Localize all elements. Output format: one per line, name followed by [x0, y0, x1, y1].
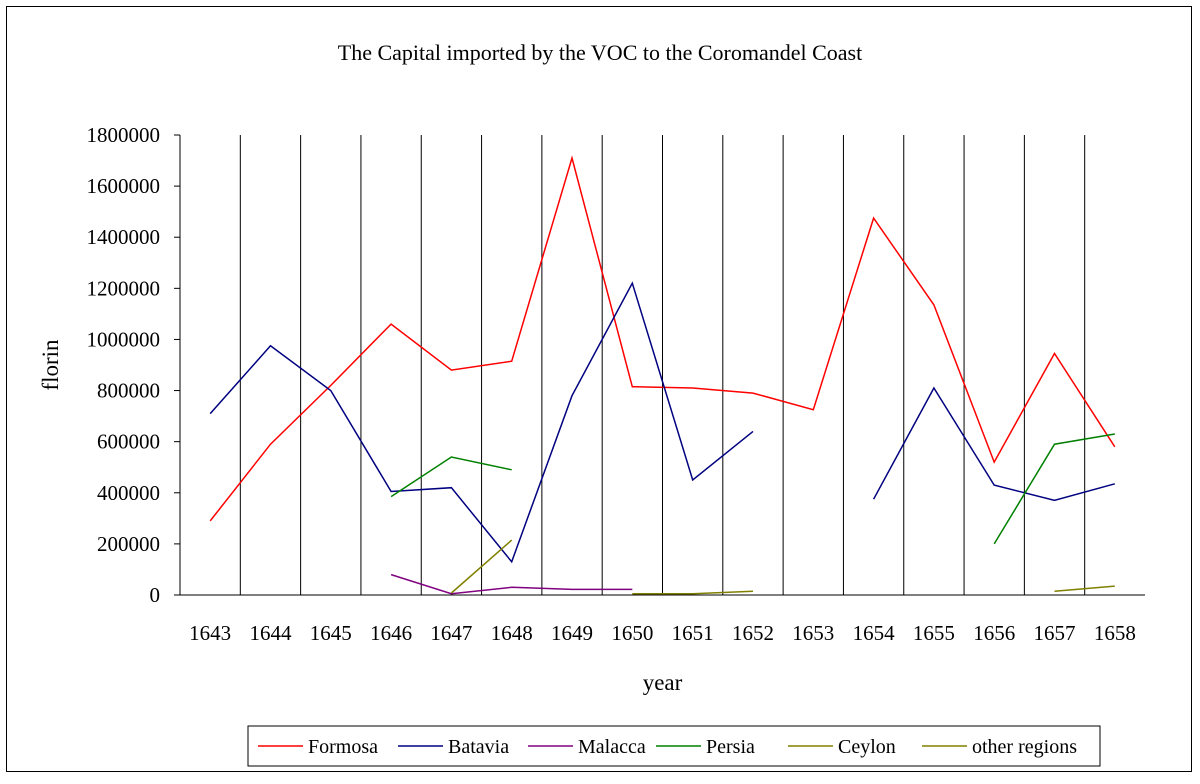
y-axis-ticks: 0 200000 400000 600000 800000 1000000 1200000 1…	[87, 123, 180, 607]
chart-title: The Capital imported by the VOC to the C…	[338, 40, 862, 65]
x-tick-label: 1657	[1034, 621, 1076, 645]
x-tick-label: 1648	[491, 621, 533, 645]
y-tick-label: 800000	[97, 379, 160, 403]
x-tick-label: 1656	[973, 621, 1015, 645]
y-tick-label: 1600000	[87, 174, 161, 198]
series-line-batavia	[872, 386, 1115, 502]
series-lines	[209, 155, 1116, 595]
x-tick-label: 1655	[913, 621, 955, 645]
x-tick-label: 1653	[792, 621, 834, 645]
vertical-gridlines	[239, 135, 1086, 595]
x-tick-label: 1643	[189, 621, 231, 645]
legend-label: Batavia	[448, 736, 509, 758]
y-tick-label: 1000000	[87, 327, 161, 351]
series-line-other-regions	[450, 539, 513, 594]
chart-frame	[6, 6, 1192, 772]
series-line-persia	[993, 433, 1115, 545]
x-tick-label: 1650	[611, 621, 653, 645]
x-tick-label: 1654	[853, 621, 896, 645]
legend: Formosa Batavia Malacca Persia Ceylon other r…	[247, 725, 1101, 767]
x-axis-ticks: 1643 1644 1645 1646 1647 1648 1649 1650 1651 1652…	[189, 621, 1136, 645]
y-tick-label: 1800000	[87, 123, 161, 147]
y-tick-label: 400000	[97, 481, 160, 505]
x-tick-label: 1645	[310, 621, 352, 645]
x-tick-label: 1658	[1094, 621, 1136, 645]
x-tick-label: 1652	[732, 621, 774, 645]
series-line-malacca	[390, 573, 633, 595]
legend-label: Formosa	[308, 736, 378, 758]
legend-label: other regions	[972, 736, 1077, 758]
y-axis-label: florin	[38, 339, 63, 391]
legend-label: Ceylon	[838, 736, 896, 758]
series-line-other-regions	[1054, 585, 1115, 592]
y-tick-label: 1400000	[87, 225, 161, 249]
legend-label: Malacca	[578, 736, 646, 758]
x-tick-label: 1651	[672, 621, 714, 645]
x-tick-label: 1647	[430, 621, 472, 645]
x-axis-label: year	[643, 670, 683, 695]
series-line-persia	[390, 456, 512, 498]
series-line-formosa	[209, 155, 1116, 522]
x-tick-label: 1644	[249, 621, 292, 645]
y-tick-label: 0	[150, 583, 161, 607]
legend-label: Persia	[706, 736, 755, 758]
x-tick-label: 1649	[551, 621, 593, 645]
y-tick-label: 200000	[97, 532, 160, 556]
y-tick-label: 1200000	[87, 276, 161, 300]
series-line-batavia	[209, 281, 754, 564]
y-tick-label: 600000	[97, 430, 160, 454]
series-line-ceylon	[632, 590, 754, 595]
x-tick-label: 1646	[370, 621, 412, 645]
